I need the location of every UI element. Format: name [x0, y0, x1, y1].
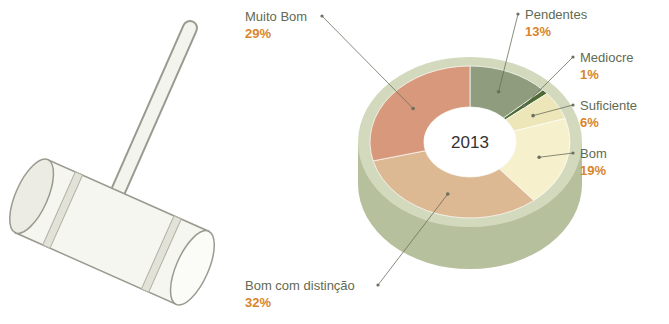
labels: Pendentes 13% Mediocre 1% Suficiente 6% Bom 19%… — [245, 7, 637, 310]
value-label: 19% — [580, 163, 606, 178]
leader-line — [533, 105, 573, 116]
gavel-handle-outline — [112, 28, 190, 205]
leaders — [320, 12, 574, 286]
gavel-band — [43, 172, 83, 248]
value-label: 6% — [580, 115, 599, 130]
leader-dot — [571, 151, 574, 154]
chart: 2013 Pendentes 13% Mediocre 1% Suficiente 6% Bo… — [0, 0, 669, 324]
value-label: 1% — [580, 67, 599, 82]
gavel — [1, 28, 224, 311]
leader-dot — [571, 103, 574, 106]
category-label: Mediocre — [580, 50, 633, 65]
leader-dot — [537, 155, 541, 159]
leader-dot — [497, 90, 501, 94]
gavel-head — [1, 153, 224, 311]
leader-dot — [531, 114, 535, 118]
leader-dot — [411, 107, 415, 111]
leader-line — [322, 16, 413, 108]
donut-hole — [424, 107, 516, 177]
gavel-band — [141, 216, 181, 292]
leader-dot — [522, 104, 526, 108]
category-label: Bom com distinção — [245, 278, 355, 293]
leader-dot — [516, 12, 519, 15]
gavel-handle — [112, 28, 190, 205]
leader-line — [524, 57, 573, 106]
leader-dot — [320, 14, 323, 17]
leader-line — [539, 153, 573, 157]
leader-dot — [446, 192, 450, 196]
value-label: 29% — [245, 26, 271, 41]
leader-line — [499, 14, 518, 92]
value-label: 13% — [525, 24, 551, 39]
base-top — [358, 57, 582, 227]
category-label: Muito Bom — [245, 9, 307, 24]
leader-dot — [571, 55, 574, 58]
center-title: 2013 — [451, 133, 489, 152]
category-label: Suficiente — [580, 98, 637, 113]
category-label: Bom — [580, 146, 607, 161]
base — [358, 57, 582, 269]
donut — [370, 66, 570, 218]
category-label: Pendentes — [525, 7, 588, 22]
leader-line — [378, 194, 448, 285]
leader-dot — [376, 283, 379, 286]
value-label: 32% — [245, 295, 271, 310]
